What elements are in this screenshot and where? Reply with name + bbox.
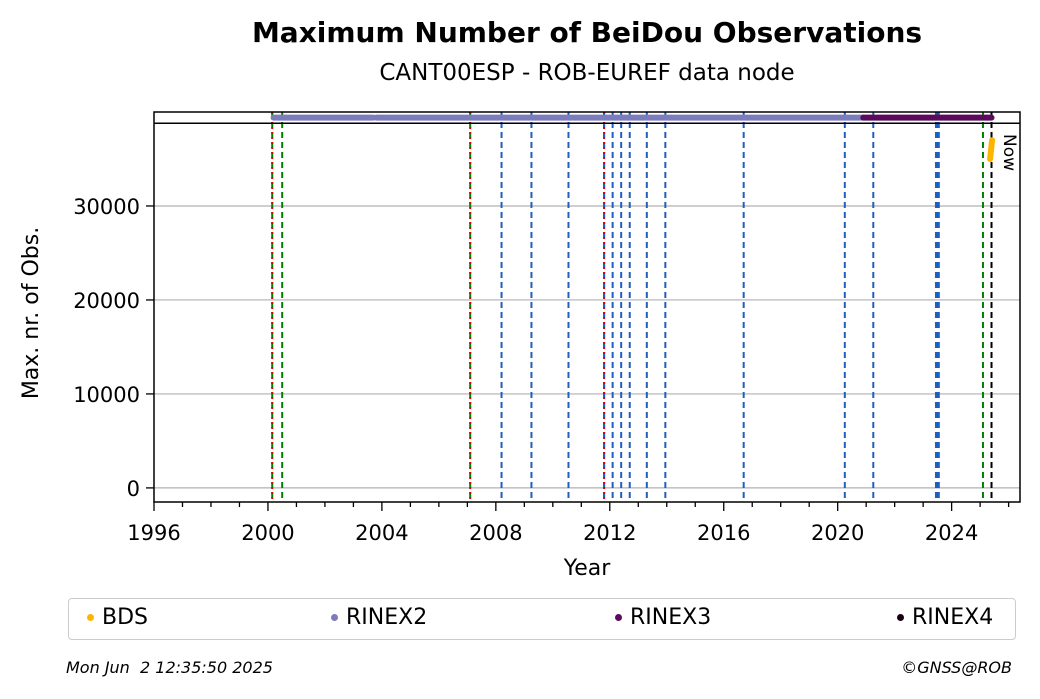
y-tick-label: 10000 bbox=[73, 383, 140, 407]
grid-layer bbox=[154, 205, 1020, 489]
vline-layer bbox=[271, 112, 993, 502]
axis-layer: 1996 2000 2004 2008 2012 2016 2020 2024 0 10000 20… bbox=[73, 111, 1021, 545]
x-tick-label: 2004 bbox=[355, 521, 408, 545]
legend-marker-bds bbox=[87, 614, 94, 621]
x-tick-label: 1996 bbox=[127, 521, 180, 545]
x-tick-label: 2000 bbox=[241, 521, 294, 545]
y-axis-label: Max. nr. of Obs. bbox=[19, 227, 44, 399]
legend-item-rinex4: RINEX4 bbox=[897, 605, 993, 630]
legend-label-bds: BDS bbox=[102, 605, 148, 630]
footer-copyright: ©GNSS@ROB bbox=[901, 658, 1012, 677]
legend-marker-rinex4 bbox=[897, 614, 904, 621]
x-tick-label: 2016 bbox=[697, 521, 750, 545]
legend-item-rinex2: RINEX2 bbox=[331, 605, 427, 630]
y-tick-label: 0 bbox=[127, 477, 140, 501]
legend-label-rinex3: RINEX3 bbox=[630, 605, 712, 630]
series-layer bbox=[270, 114, 996, 162]
legend-label-rinex4: RINEX4 bbox=[912, 605, 994, 630]
x-tick-label: 2008 bbox=[469, 521, 522, 545]
footer-date: Mon Jun 2 12:35:50 2025 bbox=[66, 658, 273, 677]
x-axis-label: Year bbox=[563, 556, 612, 581]
y-tick-label: 20000 bbox=[73, 289, 140, 313]
now-label: Now bbox=[999, 134, 1019, 171]
legend-item-rinex3: RINEX3 bbox=[615, 605, 711, 630]
legend-item-bds: BDS bbox=[87, 605, 148, 630]
chart-subtitle: CANT00ESP - ROB-EUREF data node bbox=[379, 60, 795, 86]
x-tick-label: 2020 bbox=[811, 521, 864, 545]
x-tick-label: 2024 bbox=[925, 521, 978, 545]
series-point bbox=[987, 137, 996, 162]
legend: BDS RINEX2 RINEX3 RINEX4 bbox=[68, 598, 1016, 640]
y-tick-label: 30000 bbox=[73, 195, 140, 219]
chart-title: Maximum Number of BeiDou Observations bbox=[251, 16, 923, 49]
legend-marker-rinex3 bbox=[615, 614, 622, 621]
legend-marker-rinex2 bbox=[331, 614, 338, 621]
legend-label-rinex2: RINEX2 bbox=[346, 605, 428, 630]
plot-frame bbox=[153, 111, 1021, 503]
x-tick-label: 2012 bbox=[583, 521, 636, 545]
